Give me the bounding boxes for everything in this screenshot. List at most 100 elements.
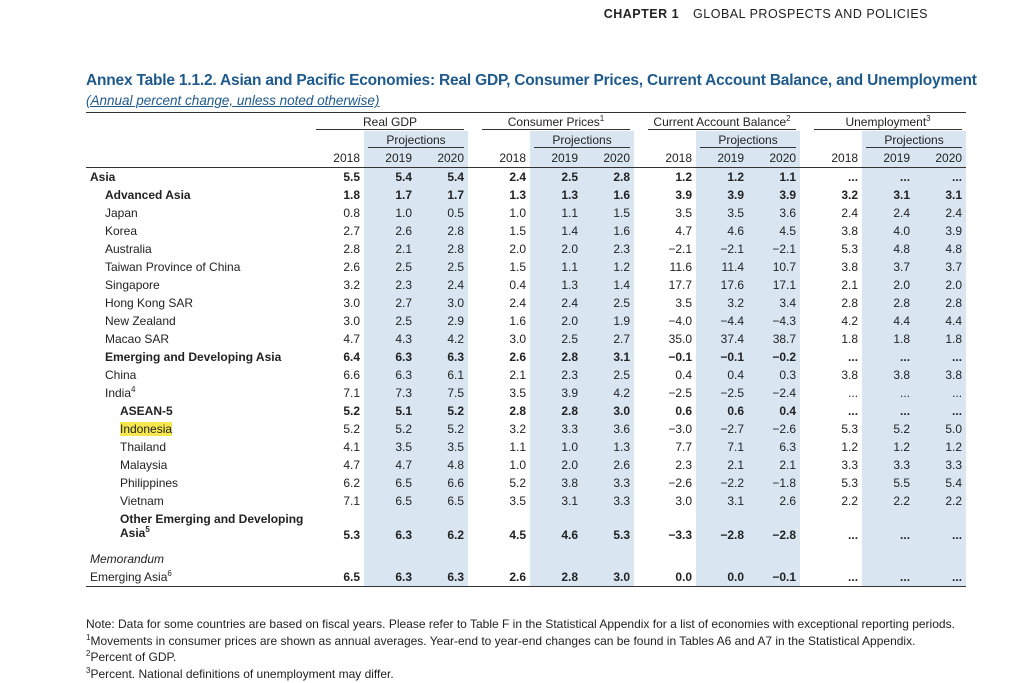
value-cell: 1.2 <box>914 438 967 456</box>
value-cell: 3.0 <box>343 296 360 310</box>
row-label-text: Macao SAR <box>105 332 170 346</box>
value-cell: 2.4 <box>862 204 915 222</box>
value-cell: 2.1 <box>696 456 749 474</box>
spacer <box>634 474 644 492</box>
spacer <box>634 492 644 510</box>
value-cell: 3.3 <box>530 420 583 438</box>
spacer <box>634 186 644 204</box>
spacer <box>634 112 645 131</box>
value-cell: 2.5 <box>582 294 635 312</box>
row-label-text: Emerging and Developing Asia <box>105 350 282 364</box>
value-cell: 7.3 <box>364 384 416 402</box>
value-cell: 3.9 <box>748 186 801 204</box>
value-cell: ... <box>848 386 859 400</box>
spacer <box>800 542 810 568</box>
value-cell: 1.9 <box>582 312 635 330</box>
value-cell: ... <box>914 568 967 587</box>
value-cell: 6.1 <box>416 366 469 384</box>
value-cell: 2.7 <box>364 294 416 312</box>
table-row: Emerging Asia6 6.5 6.3 6.3 2.6 2.8 3.0 0.0 0.0 −0… <box>86 568 967 587</box>
spacer <box>468 366 478 384</box>
value-cell: 6.5 <box>364 492 416 510</box>
note-text: Note: Data for some countries are based … <box>86 617 955 631</box>
year-header: 2018 <box>312 149 364 168</box>
blank <box>312 131 364 149</box>
value-cell: 0.4 <box>675 368 693 382</box>
value-cell: 1.5 <box>509 224 527 238</box>
table-title: Annex Table 1.1.2. Asian and Pacific Eco… <box>86 72 977 89</box>
year-header: 2020 <box>914 149 967 168</box>
value-cell: 6.5 <box>312 568 364 587</box>
value-cell: 3.7 <box>914 258 967 276</box>
spacer <box>468 222 478 240</box>
spacer <box>800 112 811 131</box>
value-cell: 2.8 <box>862 294 915 312</box>
row-label-text: India <box>105 386 132 400</box>
group-name-box: Current Account Balance2 <box>648 113 797 130</box>
year-header: 2019 <box>696 149 749 168</box>
year-header: 2020 <box>416 149 469 168</box>
value-cell: 1.3 <box>582 438 635 456</box>
value-cell: 3.9 <box>696 186 749 204</box>
row-label: Advanced Asia <box>86 186 312 204</box>
value-cell: 7.5 <box>416 384 469 402</box>
value-cell: 1.1 <box>748 167 801 186</box>
spacer <box>634 384 644 402</box>
value-cell: ... <box>810 568 863 587</box>
value-cell: 6.6 <box>416 474 469 492</box>
value-cell: 5.0 <box>914 420 967 438</box>
table-row: Hong Kong SAR 3.0 2.7 3.0 2.4 2.4 2.5 3.5 3.2 3.4… <box>86 294 967 312</box>
value-cell: 2.0 <box>530 456 583 474</box>
value-cell: 2.0 <box>862 276 915 294</box>
group-name-box: Unemployment3 <box>814 114 963 130</box>
value-cell: 4.3 <box>364 330 416 348</box>
value-cell: 2.4 <box>416 276 469 294</box>
table-row: Other Emerging and Developing Asia5 5.3 6.… <box>86 510 967 542</box>
table-row: Philippines 6.2 6.5 6.6 5.2 3.8 3.3 −2.6 −2.2 −1.… <box>86 474 967 492</box>
value-cell: 1.0 <box>364 204 416 222</box>
value-cell: 5.2 <box>343 422 360 436</box>
value-cell: 2.0 <box>914 276 967 294</box>
footnote-marker: 2 <box>786 113 791 123</box>
footnote-marker: 5 <box>145 525 150 534</box>
value-cell: 2.8 <box>530 348 583 366</box>
value-cell: 1.4 <box>582 276 635 294</box>
group-name: Consumer Prices <box>507 114 600 129</box>
value-cell: 1.5 <box>582 204 635 222</box>
note: 2Percent of GDP. <box>86 649 986 666</box>
spacer <box>800 312 810 330</box>
projections-label: Projections <box>866 133 963 148</box>
value-cell: 1.2 <box>582 258 635 276</box>
note: 3Percent. National definitions of unempl… <box>86 666 986 683</box>
value-cell: 3.9 <box>530 384 583 402</box>
value-cell: 0.4 <box>696 366 749 384</box>
group-name-box: Real GDP <box>316 115 465 130</box>
value-cell: 2.8 <box>582 167 635 186</box>
value-cell: 1.2 <box>862 438 915 456</box>
value-cell: 5.3 <box>582 510 635 542</box>
value-cell: 1.8 <box>841 332 859 346</box>
value-cell: 2.4 <box>509 296 527 310</box>
spacer <box>800 348 810 366</box>
value-cell: 3.0 <box>675 494 693 508</box>
value-cell: 4.8 <box>914 240 967 258</box>
value-cell: 2.2 <box>914 492 967 510</box>
footnote-marker: 6 <box>167 569 172 578</box>
spacer <box>468 204 478 222</box>
group-name-box: Consumer Prices1 <box>482 114 631 130</box>
value-cell: 5.2 <box>364 420 416 438</box>
spacer <box>468 568 479 587</box>
value-cell: −3.0 <box>668 422 693 436</box>
table-row: Asia 5.5 5.4 5.4 2.4 2.5 2.8 1.2 1.2 1.1......... <box>86 167 967 186</box>
spacer <box>800 276 810 294</box>
value-cell: 2.8 <box>509 404 527 418</box>
table-row: Australia 2.8 2.1 2.8 2.0 2.0 2.3 −2.1 −2.1 −2.1 5… <box>86 240 967 258</box>
spacer <box>634 131 644 149</box>
blank <box>810 131 862 149</box>
value-cell: 7.1 <box>343 386 360 400</box>
value-cell: 2.2 <box>841 494 859 508</box>
spacer <box>634 568 645 587</box>
table-row: India4 7.1 7.3 7.5 3.5 3.9 4.2 −2.5 −2.5 −2.4....… <box>86 384 967 402</box>
spacer <box>800 492 810 510</box>
value-cell: −0.1 <box>748 568 801 587</box>
